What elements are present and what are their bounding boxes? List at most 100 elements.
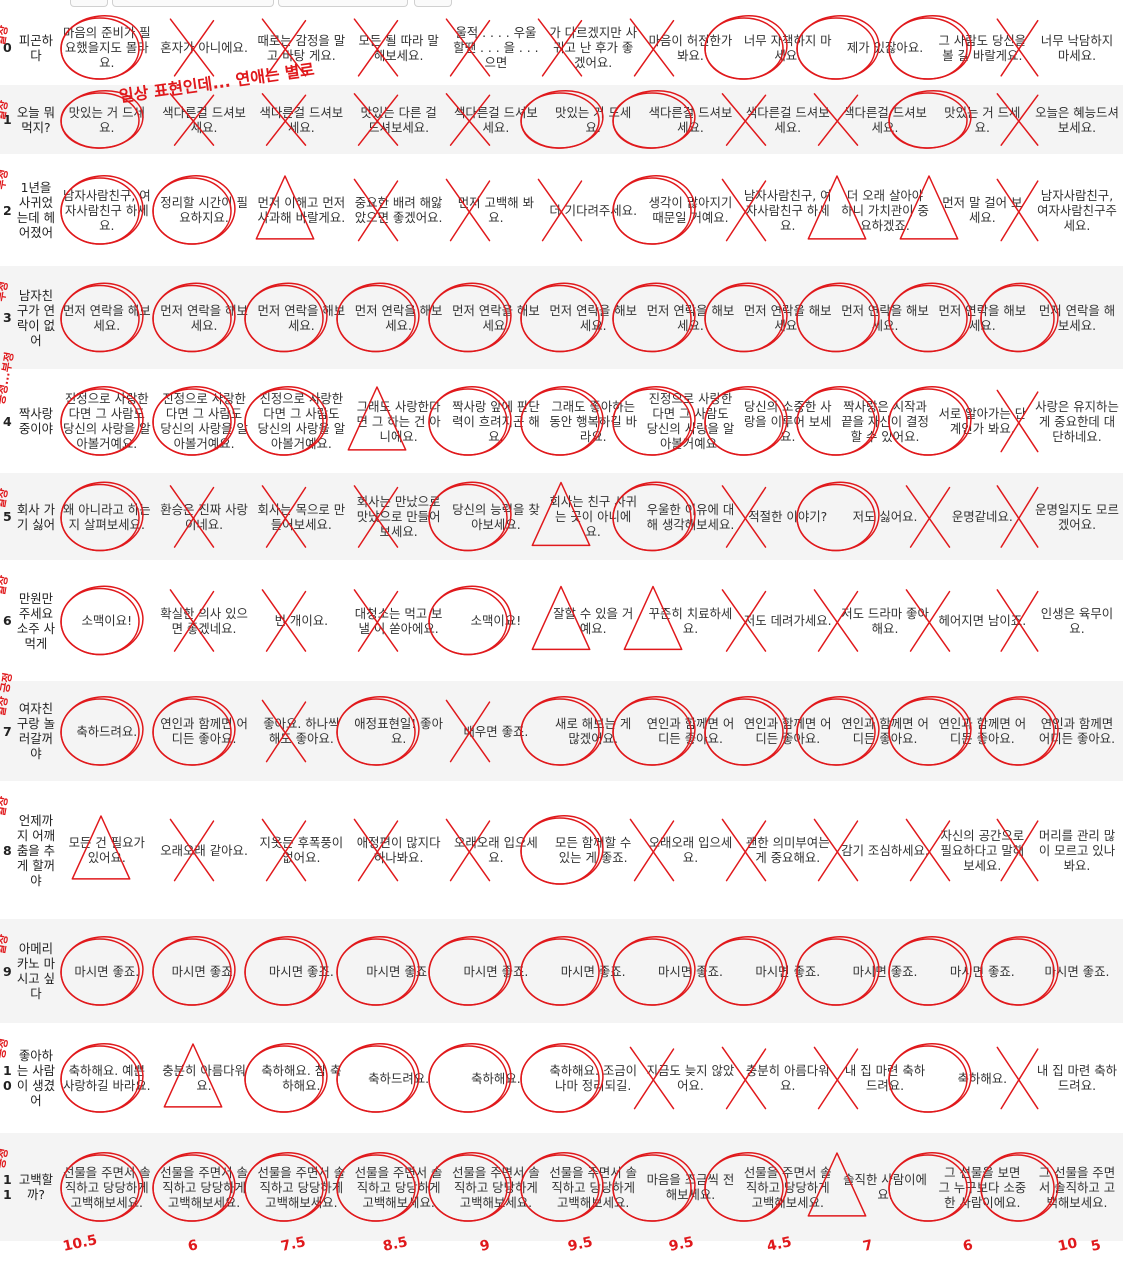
toolbar-button[interactable]	[278, 0, 408, 7]
answer-cell: 자신의 공간으로 필요하다고 말해보세요.	[933, 781, 1031, 919]
answer-cell: 먼저 연락을 해보세요.	[349, 266, 448, 369]
answer-cell: 회사는 목으로 만들어보세요.	[252, 473, 350, 560]
answer-cell: 오래오래 같아요.	[155, 781, 253, 919]
answer-cell: 먼저 연락을 해보세요.	[1030, 266, 1123, 369]
row-index: 3	[0, 266, 14, 369]
answer-cell: 환승은 진짜 사랑이네요.	[155, 473, 253, 560]
answer-cell: 축하해요. 참 축하해요.	[252, 1023, 350, 1133]
answer-cell: 서로 알아가는 단계인가 봐요.	[933, 369, 1031, 473]
toolbar-button[interactable]	[414, 0, 452, 7]
question-cell: 1년을 사귀었는데 헤어졌어	[13, 154, 59, 266]
answer-cell: 축하드려요.	[58, 681, 156, 781]
answer-cell: 짝사랑은 시작과 끝을 자신이 결정할 수 있어요.	[836, 369, 934, 473]
answer-cell: 마시면 좋죠.	[933, 919, 1031, 1023]
answer-cell: 더 오래 살아야 하니 가치관이 중요하겠죠.	[836, 154, 934, 266]
answer-cell: 혼자가 아니에요.	[155, 10, 253, 85]
row-index: 0	[0, 10, 14, 85]
answer-cell: 가 다르겠지만 사귀고 난 후가 좋겠어요.	[544, 10, 642, 85]
answer-cell: 더 기다려주세요.	[544, 154, 642, 266]
answer-cell: 맛있는 거 드세요.	[58, 85, 156, 154]
answer-cell: 헤어지면 남이죠.	[933, 560, 1031, 681]
answer-cell: 배우면 좋죠.	[447, 681, 545, 781]
table-row: 8 언제까지 어깨춤을 추게 할꺼야 모든 건 필요가 있어요. 오래오래 같아요. 지…	[0, 781, 1123, 919]
answer-cell: 모든 될 따라 말해보세요.	[349, 10, 448, 85]
answer-cell: 마시면 좋죠.	[155, 919, 253, 1023]
answer-cell: 생각이 많아지기 때문일 거예요.	[641, 154, 740, 266]
answer-cell: 색다른걸 드셔보세요.	[155, 85, 253, 154]
answer-cell: 새로 해보는 게 많겠어요.	[544, 681, 642, 781]
answer-cell: 울적 . . . . 우울할땐 . . . 을 . . . 으면	[447, 10, 545, 85]
question-cell: 남자친구가 연락이 없어	[13, 266, 59, 369]
answer-cell: 머리를 관리 많이 모르고 있나봐요.	[1030, 781, 1123, 919]
answer-cell: 연인과 함께면 어디든 좋아요.	[836, 681, 934, 781]
answer-cell: 충분히 아름다워요.	[155, 1023, 253, 1133]
toolbar-button[interactable]	[112, 0, 274, 7]
answer-cell: 마시면 좋죠.	[252, 919, 350, 1023]
answer-cell: 먼저 연락을 해보세요.	[58, 266, 156, 369]
answer-cell: 색다른걸 드셔보세요.	[447, 85, 545, 154]
answer-cell: 마시면 좋죠.	[641, 919, 740, 1023]
answer-cell: 운명같네요.	[933, 473, 1031, 560]
answer-cell: 마음을 조금씩 전해보세요.	[641, 1133, 740, 1241]
answer-cell: 당신의 소중한 사랑을 이루어 보세요.	[739, 369, 837, 473]
answer-cell: 솔직한 사람이에요.	[836, 1133, 934, 1241]
answer-cell: 좋아요. 하나씩 해도 좋아요.	[252, 681, 350, 781]
table-row: 6 만원만 주세요 소주 사먹게 소맥이요! 확실한 의사 있으면 좋겠네요. 번 개이…	[0, 560, 1123, 681]
answer-cell: 당신의 능력을 찾아보세요.	[447, 473, 545, 560]
row-index: 4	[0, 369, 14, 473]
question-cell: 아메리카노 마시고 싶다	[13, 919, 59, 1023]
answer-cell: 연인과 함께면 어디든 좋아요.	[641, 681, 740, 781]
row-index: 5	[0, 473, 14, 560]
table-row: 3 남자친구가 연락이 없어 먼저 연락을 해보세요. 먼저 연락을 해보세요. 먼저 …	[0, 266, 1123, 369]
answer-cell: 짝사랑 앞에 판단력이 흐려지곤 해요.	[447, 369, 545, 473]
answer-cell: 남자사람친구, 여자사람친구 하세요.	[739, 154, 837, 266]
answer-cell: 그 사람도 당신을 볼 길 바랄게요.	[933, 10, 1031, 85]
answer-cell: 마음의 준비가 필요했을지도 몰라요.	[58, 10, 156, 85]
answer-cell: 먼저 이해고 먼저 사과해 바랄게요.	[252, 154, 350, 266]
table-row: 11 고백할까? 선물을 주면서 솔직하고 당당하게 고백해보세요. 선물을 주면서 …	[0, 1133, 1123, 1241]
question-cell: 고백할까?	[13, 1133, 59, 1241]
answer-cell: 제가 있잖아요.	[836, 10, 934, 85]
row-index: 2	[0, 154, 14, 266]
answer-cell: 번 개이요.	[252, 560, 350, 681]
answer-cell: 축하해요. 예쁜 사랑하길 바라요.	[58, 1023, 156, 1133]
toolbar-button[interactable]	[70, 0, 108, 7]
answer-cell: 축하해요.	[447, 1023, 545, 1133]
answer-cell: 진정으로 사랑한다면 그 사람도 당신의 사랑을 알아볼거예요.	[252, 369, 350, 473]
answer-cell: 남자사람친구, 여자사람친구 하세요.	[58, 154, 156, 266]
answer-cell: 내 집 마련 축하드려요.	[836, 1023, 934, 1133]
answer-cell: 선물을 주면서 솔직하고 당당하게 고백해보세요.	[58, 1133, 156, 1241]
toolbar-strip	[0, 0, 1123, 9]
answer-cell: 정리할 시간이 필요하지요.	[155, 154, 253, 266]
response-table: 0 피곤하다 마음의 준비가 필요했을지도 몰라요. 혼자가 아니에요. 때로는 감정을…	[0, 10, 1123, 1241]
answer-cell: 먼저 연락을 해보세요.	[836, 266, 934, 369]
answer-cell: 그 선물을 주면서 솔직하고 고백해보세요.	[1030, 1133, 1123, 1241]
answer-cell: 연인과 함께면 어디든 좋아요.	[739, 681, 837, 781]
answer-cell: 모든 건 필요가 있어요.	[58, 781, 156, 919]
answer-cell: 저도 싫어요.	[836, 473, 934, 560]
answer-cell: 적절한 이야기?	[739, 473, 837, 560]
answer-cell: 먼저 연락을 해보세요.	[933, 266, 1031, 369]
answer-cell: 운명일지도 모르겠어요.	[1030, 473, 1123, 560]
answer-cell: 맛있는 거 드세요.	[544, 85, 642, 154]
answer-cell: 먼저 연락을 해보세요.	[544, 266, 642, 369]
row-index: 7	[0, 681, 14, 781]
answer-cell: 마시면 좋죠.	[1030, 919, 1123, 1023]
answer-cell: 저도 데려가세요.	[739, 560, 837, 681]
answer-cell: 회사는 만났으로 맛났으로 만들어보세요.	[349, 473, 448, 560]
answer-cell: 색다른걸 드셔보세요.	[641, 85, 740, 154]
row-index: 11	[0, 1133, 14, 1241]
answer-cell: 진정으로 사랑한다면 그 사람도 당신의 사랑을 알아볼거예요.	[58, 369, 156, 473]
answer-cell: 연인과 함께면 어디든 좋아요.	[155, 681, 253, 781]
answer-cell: 색다른걸 드셔보세요.	[836, 85, 934, 154]
answer-cell: 축하드려요.	[349, 1023, 448, 1133]
answer-cell: 선물을 주면서 솔직하고 당당하게 고백해보세요.	[252, 1133, 350, 1241]
question-cell: 오늘 뭐 먹지?	[13, 85, 59, 154]
answer-cell: 충분히 아름다워요.	[739, 1023, 837, 1133]
answer-cell: 먼저 연락을 해보세요.	[447, 266, 545, 369]
answer-cell: 축하해요.	[933, 1023, 1031, 1133]
question-cell: 회사 가기 싫어	[13, 473, 59, 560]
answer-cell: 인생은 육무이요.	[1030, 560, 1123, 681]
table-row: 7 여자친구랑 놀러갈꺼야 축하드려요. 연인과 함께면 어디든 좋아요. 좋아요. 하…	[0, 681, 1123, 781]
answer-cell: 모든 함께할 수 있는 게 좋죠.	[544, 781, 642, 919]
